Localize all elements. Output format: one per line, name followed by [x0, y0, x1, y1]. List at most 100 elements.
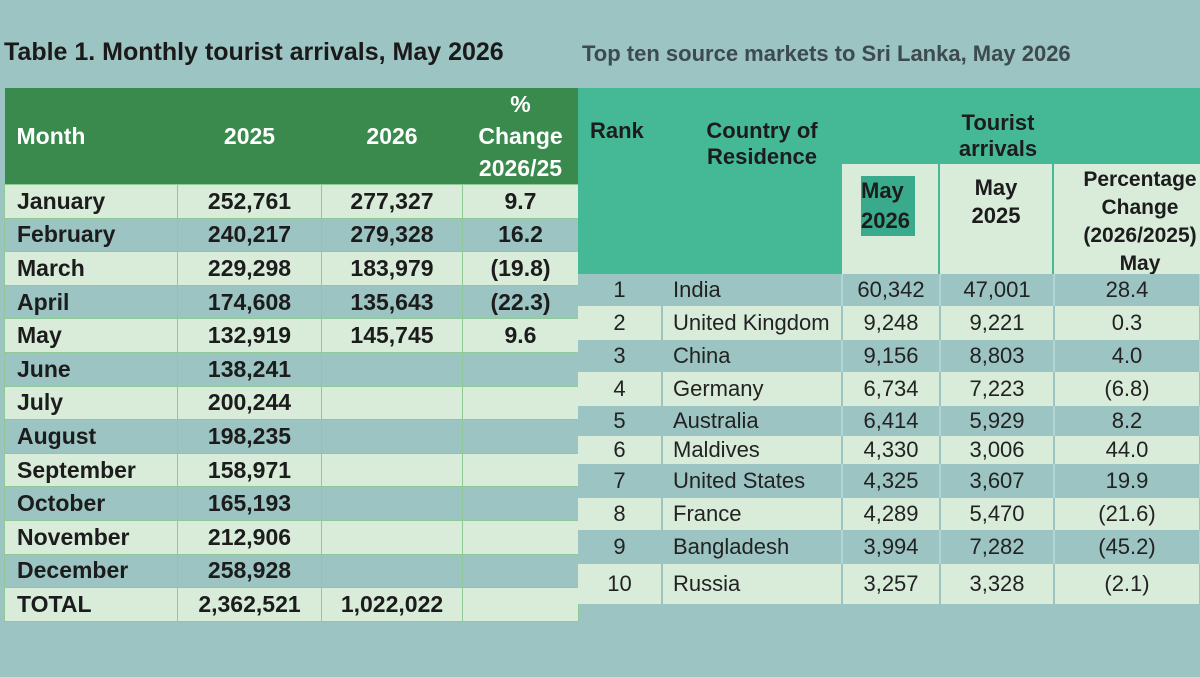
cell-pct: (22.3) — [462, 284, 579, 320]
cell-may-2025: 3,607 — [940, 464, 1055, 498]
cell-pct-change: (21.6) — [1054, 498, 1200, 530]
cell-rank: 6 — [578, 436, 663, 464]
cell-may-2025: 8,803 — [940, 340, 1055, 372]
cell-2025: 200,244 — [177, 385, 322, 421]
table-row: November 212,906 — [4, 519, 579, 555]
cell-pct — [462, 519, 579, 555]
cell-2025: 138,241 — [177, 351, 322, 387]
cell-may-2026: 9,156 — [842, 340, 941, 372]
cell-pct-change: 8.2 — [1054, 406, 1200, 436]
table-row: 6 Maldives 4,330 3,006 44.0 — [578, 436, 1200, 464]
cell-pct-change: 19.9 — [1054, 464, 1200, 498]
header-2026: 2026 — [321, 88, 463, 185]
cell-2025: 198,235 — [177, 419, 322, 454]
cell-2025: 258,928 — [177, 553, 322, 589]
source-markets-table: 1 India 60,342 47,001 28.4 2 United King… — [578, 274, 1200, 604]
header-country: Country of Residence — [662, 118, 862, 170]
cell-rank: 7 — [578, 464, 663, 498]
cell-pct — [462, 385, 579, 421]
table-row: May 132,919 145,745 9.6 — [4, 318, 579, 353]
header-pct2-line4: May — [1119, 252, 1161, 275]
cell-country: France — [662, 498, 843, 530]
total-row: TOTAL 2,362,521 1,022,022 — [4, 587, 579, 622]
cell-country: Russia — [662, 564, 843, 604]
table2-subheader-bg — [1054, 164, 1200, 274]
table-row: December 258,928 — [4, 553, 579, 589]
cell-pct-change: (2.1) — [1054, 564, 1200, 604]
header-rank: Rank — [590, 118, 644, 143]
table-row: February 240,217 279,328 16.2 — [4, 217, 579, 253]
cell-2025: 158,971 — [177, 452, 322, 488]
cell-2026 — [321, 519, 463, 555]
cell-country: United Kingdom — [662, 306, 843, 340]
table-row: 8 France 4,289 5,470 (21.6) — [578, 498, 1200, 530]
monthly-arrivals-table: Month 2025 2026 % Change 2026/25 January… — [4, 88, 579, 622]
cell-country: Maldives — [662, 436, 843, 464]
header-may-2025: May 2025 — [940, 174, 1052, 230]
cell-pct-change: 28.4 — [1054, 274, 1200, 306]
cell-pct — [462, 553, 579, 589]
table1-title: Table 1. Monthly tourist arrivals, May 2… — [4, 38, 504, 66]
cell-2025: 252,761 — [177, 184, 322, 219]
cell-may-2025: 5,929 — [940, 406, 1055, 436]
header-may26-line2: 2026 — [861, 208, 910, 233]
cell-month: August — [4, 419, 178, 454]
cell-2026 — [321, 553, 463, 589]
header-may25-line1: May — [974, 175, 1018, 200]
table-row: 5 Australia 6,414 5,929 8.2 — [578, 406, 1200, 436]
cell-pct: 9.7 — [462, 184, 579, 219]
header-country-line1: Country of — [706, 118, 818, 143]
table-row: 3 China 9,156 8,803 4.0 — [578, 340, 1200, 372]
table-row: 10 Russia 3,257 3,328 (2.1) — [578, 564, 1200, 604]
table-row: January 252,761 277,327 9.7 — [4, 184, 579, 219]
cell-month: TOTAL — [4, 587, 178, 622]
cell-may-2025: 7,282 — [940, 530, 1055, 564]
cell-country: India — [662, 274, 843, 306]
header-arrivals-line1: Tourist — [961, 110, 1035, 135]
header-pct-line3: 2026/25 — [478, 155, 563, 181]
cell-country: China — [662, 340, 843, 372]
table-row: September 158,971 — [4, 452, 579, 488]
cell-month: June — [4, 351, 178, 387]
cell-2026: 277,327 — [321, 184, 463, 219]
cell-pct-change: 4.0 — [1054, 340, 1200, 372]
header-2025: 2025 — [177, 88, 322, 185]
table2-title: Top ten source markets to Sri Lanka, May… — [582, 41, 1071, 66]
cell-rank: 2 — [578, 306, 663, 340]
table-row: 7 United States 4,325 3,607 19.9 — [578, 464, 1200, 498]
cell-month: May — [4, 318, 178, 353]
cell-month: July — [4, 385, 178, 421]
cell-may-2026: 3,257 — [842, 564, 941, 604]
cell-may-2025: 9,221 — [940, 306, 1055, 340]
cell-may-2026: 60,342 — [842, 274, 941, 306]
cell-2026: 279,328 — [321, 217, 463, 253]
cell-2026 — [321, 385, 463, 421]
cell-2026 — [321, 351, 463, 387]
cell-month: March — [4, 251, 178, 286]
header-arrivals-line2: arrivals — [958, 136, 1038, 161]
cell-rank: 9 — [578, 530, 663, 564]
cell-rank: 8 — [578, 498, 663, 530]
cell-country: Australia — [662, 406, 843, 436]
cell-2026 — [321, 486, 463, 521]
header-country-line2: Residence — [706, 144, 818, 169]
cell-month: September — [4, 452, 178, 488]
table-row: April 174,608 135,643 (22.3) — [4, 284, 579, 320]
header-percentage-change: Percentage Change (2026/2025) May — [1060, 166, 1200, 278]
cell-rank: 4 — [578, 372, 663, 406]
cell-may-2026: 4,325 — [842, 464, 941, 498]
cell-month: April — [4, 284, 178, 320]
cell-rank: 3 — [578, 340, 663, 372]
cell-may-2025: 3,328 — [940, 564, 1055, 604]
cell-month: November — [4, 519, 178, 555]
cell-may-2026: 4,330 — [842, 436, 941, 464]
table-row: June 138,241 — [4, 351, 579, 387]
cell-may-2026: 3,994 — [842, 530, 941, 564]
cell-2025: 174,608 — [177, 284, 322, 320]
cell-2026: 1,022,022 — [321, 587, 463, 622]
header-month: Month — [4, 88, 178, 185]
cell-pct — [462, 351, 579, 387]
cell-2026: 135,643 — [321, 284, 463, 320]
cell-month: February — [4, 217, 178, 253]
cell-may-2026: 4,289 — [842, 498, 941, 530]
